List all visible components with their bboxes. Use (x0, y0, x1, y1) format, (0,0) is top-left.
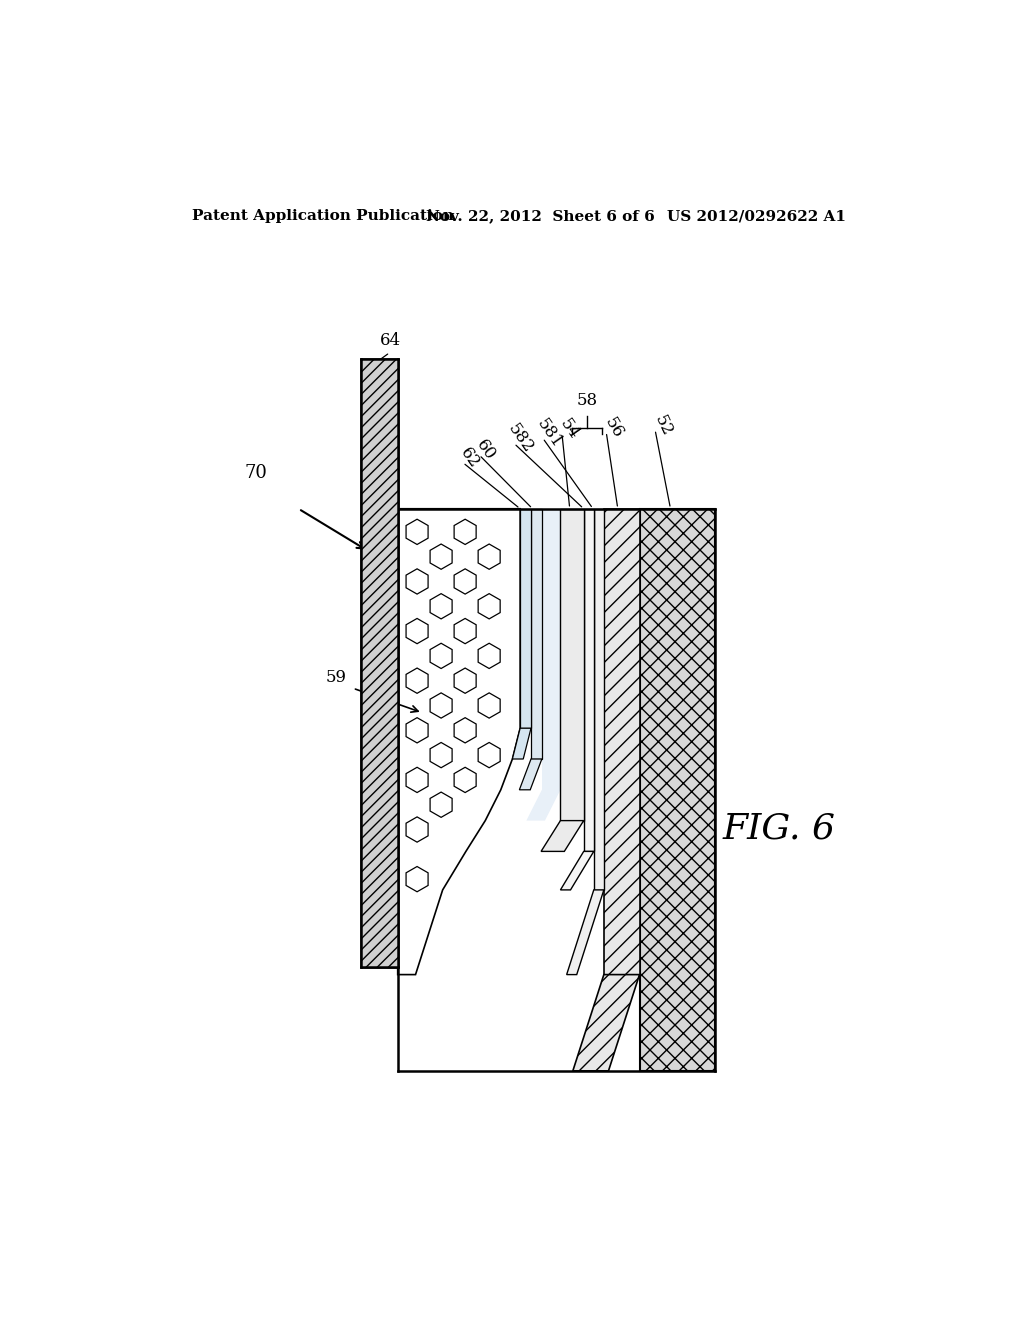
Text: FIG. 6: FIG. 6 (723, 812, 836, 845)
Bar (360, 359, 397, 966)
Bar (520, 508, 531, 729)
Text: 70: 70 (245, 463, 267, 482)
Polygon shape (454, 569, 476, 594)
Polygon shape (407, 668, 428, 693)
Polygon shape (478, 742, 500, 768)
Bar (531, 508, 542, 759)
Polygon shape (407, 569, 428, 594)
Text: 581: 581 (534, 416, 565, 451)
Polygon shape (430, 742, 453, 768)
Bar (560, 508, 584, 821)
Polygon shape (454, 668, 476, 693)
Bar (594, 508, 604, 890)
Text: 58: 58 (577, 392, 598, 409)
Bar (640, 508, 716, 1071)
Polygon shape (407, 817, 428, 842)
Polygon shape (407, 519, 428, 544)
Polygon shape (430, 693, 453, 718)
Text: Patent Application Publication: Patent Application Publication (191, 209, 454, 223)
Polygon shape (566, 890, 604, 974)
Polygon shape (478, 643, 500, 668)
Polygon shape (454, 718, 476, 743)
Polygon shape (430, 643, 453, 668)
Polygon shape (454, 519, 476, 544)
Text: 56: 56 (601, 414, 626, 441)
Text: 59: 59 (326, 669, 346, 686)
Text: 54: 54 (556, 416, 582, 442)
Text: US 2012/0292622 A1: US 2012/0292622 A1 (667, 209, 846, 223)
Text: 62: 62 (457, 444, 482, 471)
Polygon shape (560, 851, 594, 890)
Bar (542, 508, 560, 789)
Text: 582: 582 (505, 421, 537, 457)
Polygon shape (430, 594, 453, 619)
Bar (584, 508, 594, 851)
Polygon shape (454, 767, 476, 792)
Polygon shape (407, 866, 428, 892)
Polygon shape (407, 718, 428, 743)
Polygon shape (454, 619, 476, 644)
Text: 52: 52 (650, 413, 675, 440)
Polygon shape (478, 693, 500, 718)
Bar (604, 508, 640, 974)
Polygon shape (407, 767, 428, 792)
Polygon shape (430, 544, 453, 569)
Text: 60: 60 (473, 437, 499, 463)
Polygon shape (541, 821, 584, 851)
Polygon shape (519, 759, 542, 789)
Polygon shape (478, 594, 500, 619)
Polygon shape (478, 544, 500, 569)
Polygon shape (397, 508, 520, 974)
Polygon shape (526, 789, 560, 821)
Polygon shape (407, 619, 428, 644)
Text: 64: 64 (379, 331, 400, 348)
Polygon shape (512, 729, 531, 759)
Polygon shape (430, 792, 453, 817)
Text: Nov. 22, 2012  Sheet 6 of 6: Nov. 22, 2012 Sheet 6 of 6 (426, 209, 655, 223)
Polygon shape (572, 974, 640, 1071)
